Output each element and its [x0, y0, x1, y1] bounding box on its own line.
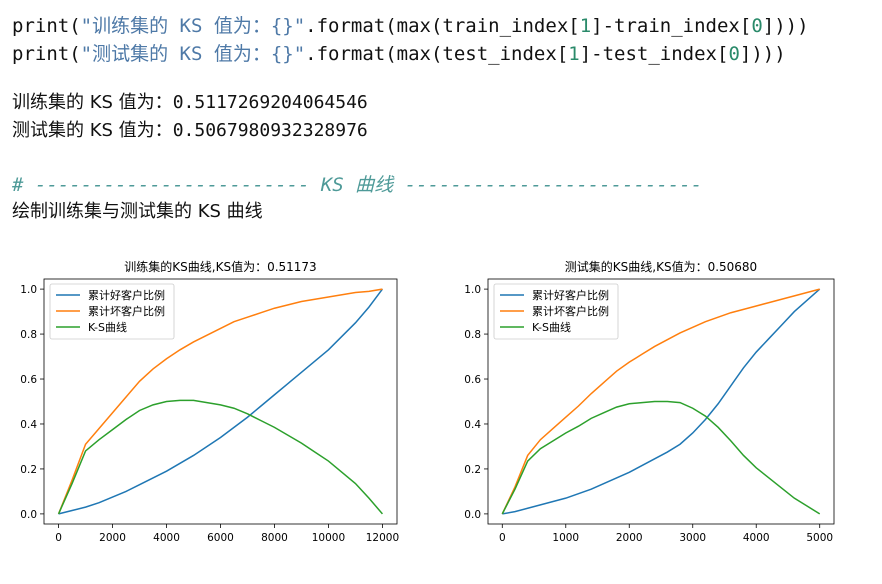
x-tick-label: 4000 [153, 532, 180, 544]
section-heading: 绘制训练集与测试集的 KS 曲线 [12, 201, 263, 222]
code-line-2: print("测试集的 KS 值为：{}".format(max(test_in… [12, 43, 786, 65]
section-comment: # ------------------------ KS 曲线 -------… [12, 174, 703, 196]
train-ks-chart: 训练集的KS曲线,KS值为：0.51173 0 2000 4000 6000 8000 10… [20, 259, 399, 544]
x-tick-label: 8000 [261, 532, 288, 544]
legend-label: 累计坏客户比例 [532, 304, 609, 318]
ks-curve-line [57, 399, 383, 515]
x-tick-label: 12000 [366, 532, 399, 544]
y-tick-label: 0.4 [20, 419, 37, 431]
legend-box [493, 283, 619, 340]
chart-title: 测试集的KS曲线,KS值为：0.50680 [565, 259, 757, 274]
y-tick-label: 1.0 [464, 284, 481, 296]
output-train-ks: 训练集的 KS 值为：0.5117269204064546 [12, 92, 368, 113]
y-tick-label: 0.2 [464, 464, 481, 476]
x-tick-label: 0 [499, 532, 506, 544]
x-tick-label: 2000 [616, 532, 643, 544]
x-tick-label: 6000 [207, 532, 234, 544]
good-ratio-line [502, 288, 821, 515]
y-tick-label: 0.6 [464, 374, 481, 386]
legend-label: 累计坏客户比例 [88, 304, 165, 318]
y-tick-label: 0.8 [464, 329, 481, 341]
y-tick-label: 0.6 [20, 374, 37, 386]
output-test-ks: 测试集的 KS 值为：0.5067980932328976 [12, 120, 368, 141]
code-line-1: print("训练集的 KS 值为：{}".format(max(train_i… [12, 15, 809, 37]
legend-label: 累计好客户比例 [88, 288, 165, 302]
x-tick-label: 3000 [679, 532, 706, 544]
y-tick-label: 0.4 [464, 419, 481, 431]
good-ratio-line [58, 288, 384, 515]
test-ks-chart: 测试集的KS曲线,KS值为：0.50680 0 1000 2000 3000 4000 50… [464, 259, 835, 544]
legend-label: 累计好客户比例 [532, 288, 609, 302]
legend-label: K-S曲线 [532, 320, 571, 334]
chart-title: 训练集的KS曲线,KS值为：0.51173 [124, 259, 316, 274]
x-tick-label: 5000 [806, 532, 833, 544]
y-tick-label: 0.2 [20, 464, 37, 476]
x-tick-label: 0 [55, 532, 62, 544]
legend-box [49, 283, 175, 340]
x-tick-label: 2000 [99, 532, 126, 544]
legend-label: K-S曲线 [88, 320, 127, 334]
y-tick-label: 0.0 [464, 509, 481, 521]
bad-ratio-line [501, 288, 820, 515]
x-tick-label: 1000 [552, 532, 579, 544]
x-tick-label: 10000 [312, 532, 345, 544]
plot-frame [487, 278, 835, 525]
y-tick-label: 1.0 [20, 284, 37, 296]
ks-curve-line [501, 400, 821, 515]
bad-ratio-line [57, 288, 383, 515]
y-tick-label: 0.0 [20, 509, 37, 521]
x-tick-label: 4000 [743, 532, 770, 544]
y-tick-label: 0.8 [20, 329, 37, 341]
